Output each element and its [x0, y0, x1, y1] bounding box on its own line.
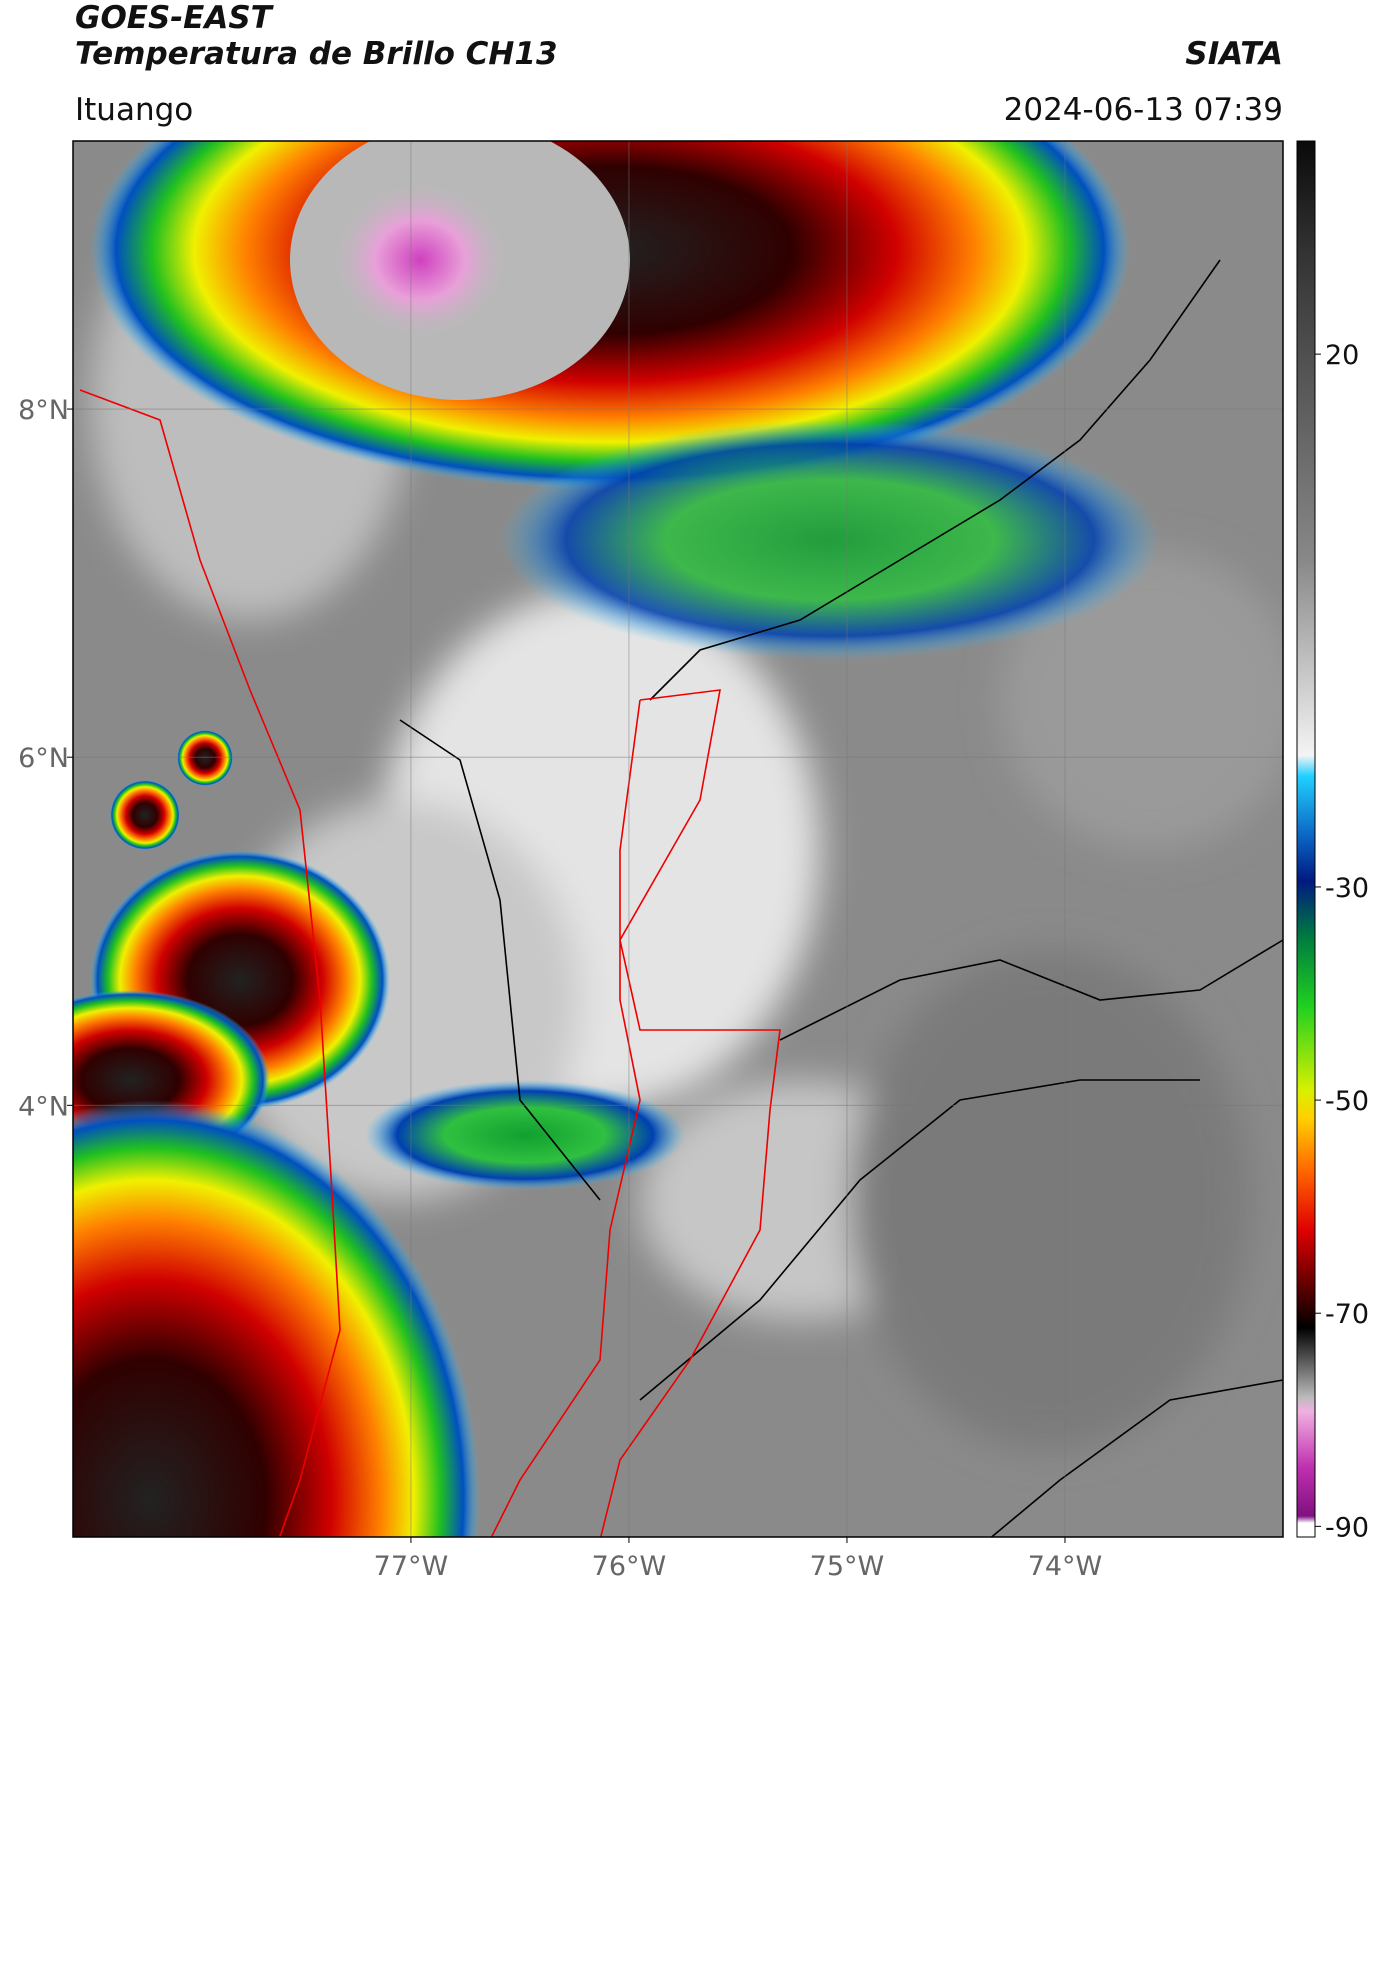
x-tick-label: 74°W	[1028, 1551, 1103, 1582]
cold-core	[330, 180, 510, 340]
organization: SIATA	[1185, 36, 1283, 72]
x-tick-label: 77°W	[374, 1551, 449, 1582]
y-tick-label: 8°N	[18, 395, 69, 426]
band-central	[365, 1080, 685, 1190]
colorbar-tick-label: -90	[1325, 1512, 1369, 1543]
map-frame	[72, 140, 1284, 1538]
satellite-image	[73, 141, 1283, 1725]
y-tick-label: 4°N	[18, 1091, 69, 1122]
location: Ituango	[75, 92, 193, 128]
title-line1: GOES-EAST	[75, 0, 275, 36]
department-border	[79, 389, 781, 1537]
y-tick-label: 6°N	[18, 743, 69, 774]
x-tick-label: 75°W	[810, 1551, 885, 1582]
colorbar	[1296, 140, 1316, 1538]
title-line2: Temperatura de Brillo CH13	[75, 36, 558, 72]
storm-pacific	[73, 1100, 480, 1537]
x-tick-label: 76°W	[592, 1551, 667, 1582]
cell	[177, 730, 233, 786]
band-north	[500, 420, 1160, 660]
cell-south	[560, 1635, 660, 1725]
cell	[110, 780, 180, 850]
colorbar-tick-label: -30	[1325, 873, 1369, 904]
colorbar-tick-label: -70	[1325, 1299, 1369, 1330]
graticule	[73, 141, 1283, 1537]
colorbar-tick-label: -50	[1325, 1086, 1369, 1117]
timestamp: 2024-06-13 07:39	[1004, 92, 1283, 128]
admin-borders	[399, 259, 1283, 1537]
colorbar-tick-label: 20	[1325, 340, 1359, 371]
